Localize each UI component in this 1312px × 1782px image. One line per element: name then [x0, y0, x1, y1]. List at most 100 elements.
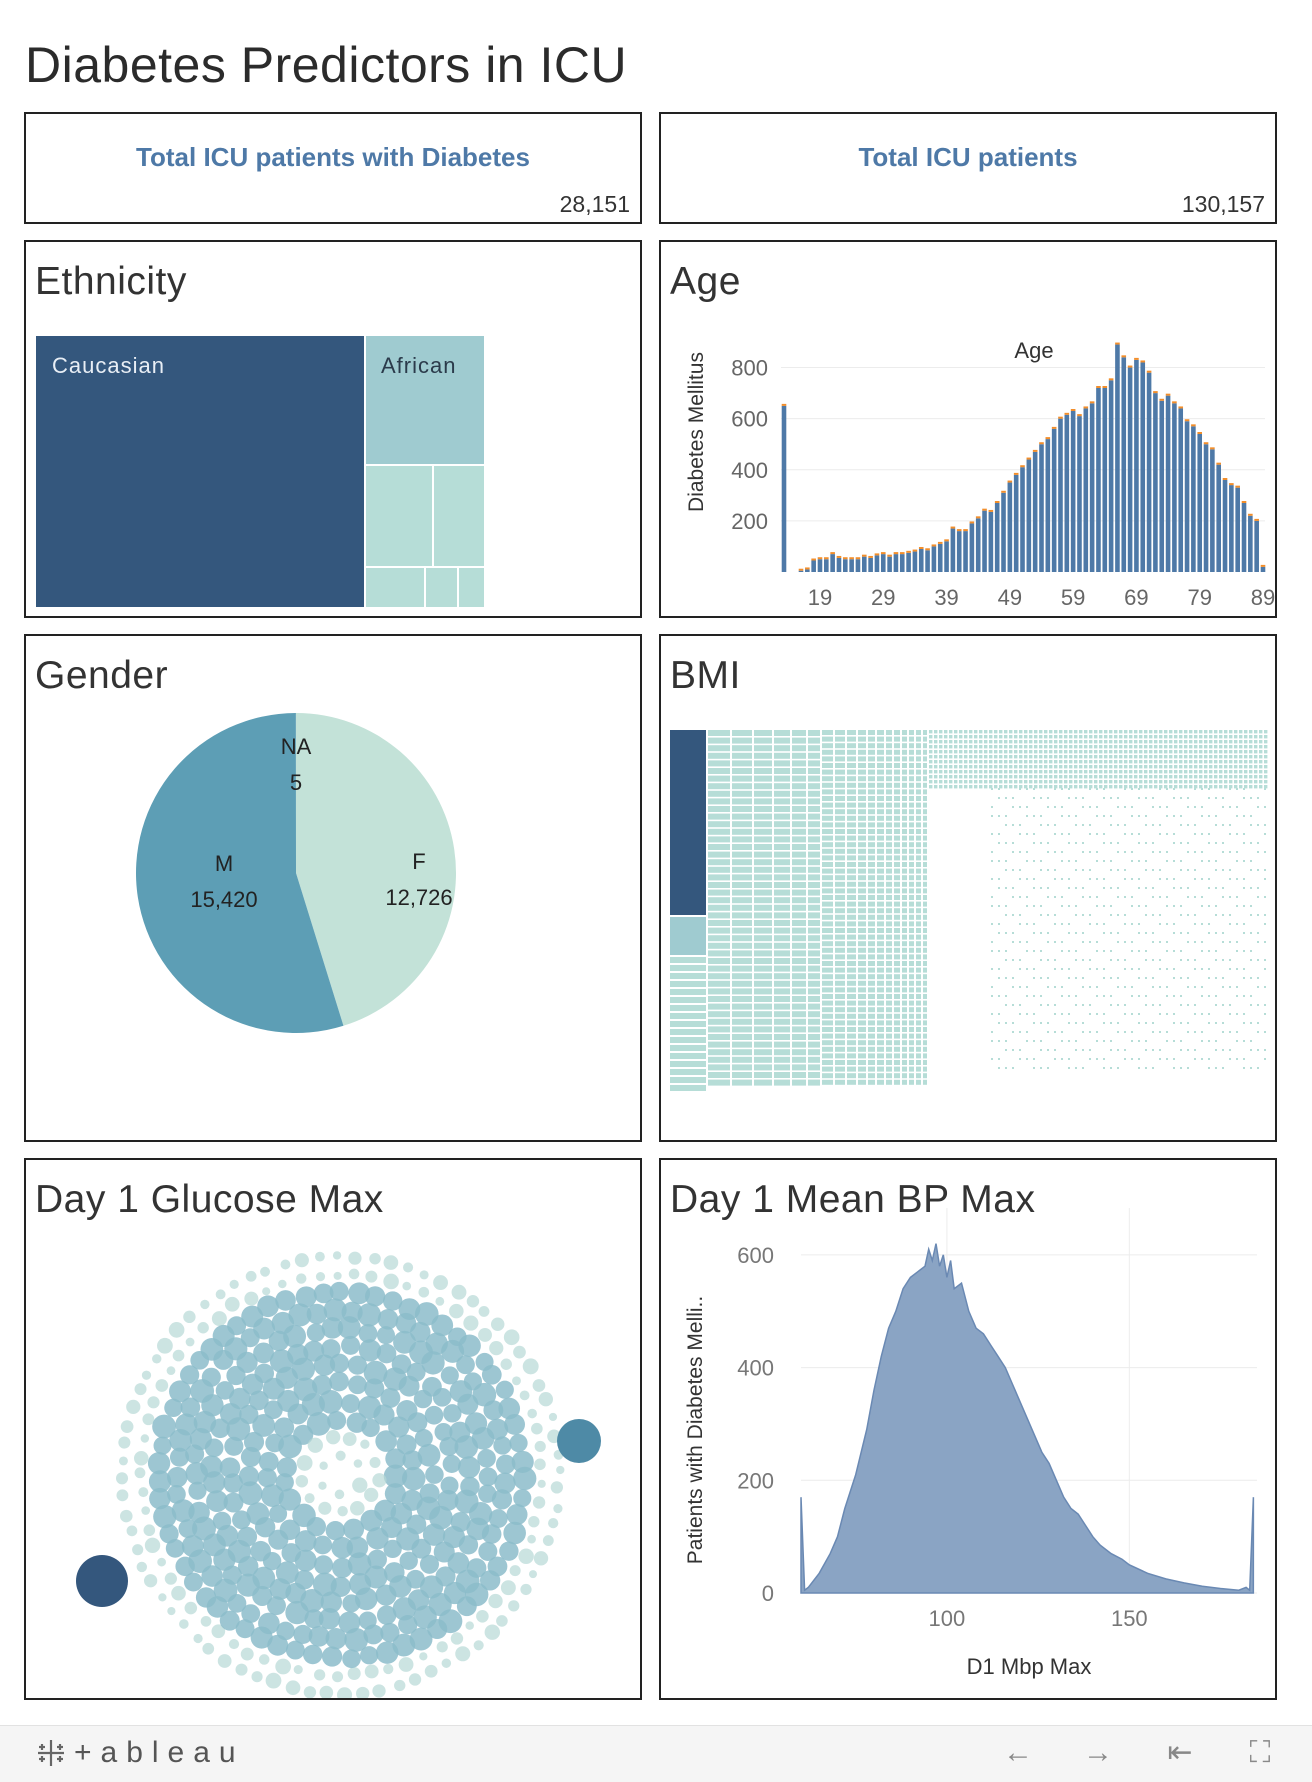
bmi-cell[interactable]: [1054, 755, 1058, 759]
bmi-cell[interactable]: [1194, 959, 1196, 961]
bmi-cell[interactable]: [994, 755, 998, 759]
bmi-cell[interactable]: [902, 967, 907, 973]
bmi-cell[interactable]: [1259, 765, 1263, 769]
glucose-bubble[interactable]: [493, 1436, 512, 1455]
bmi-cell[interactable]: [1082, 1031, 1084, 1033]
bmi-cell[interactable]: [1089, 1004, 1091, 1006]
bmi-cell[interactable]: [1012, 851, 1014, 853]
bmi-cell[interactable]: [909, 736, 914, 742]
bmi-cell[interactable]: [1047, 806, 1049, 808]
bmi-cell[interactable]: [835, 749, 845, 755]
bmi-cell[interactable]: [909, 1007, 914, 1013]
glucose-bubble[interactable]: [478, 1541, 498, 1561]
bmi-cell[interactable]: [877, 730, 884, 735]
bmi-cell[interactable]: [894, 855, 900, 861]
bmi-cell[interactable]: [886, 908, 892, 914]
bmi-cell[interactable]: [1173, 833, 1175, 835]
bmi-cell[interactable]: [1009, 735, 1013, 739]
bmi-cell[interactable]: [1059, 740, 1063, 744]
bmi-cell[interactable]: [670, 1021, 706, 1027]
bmi-cell[interactable]: [732, 737, 752, 744]
bmi-cell[interactable]: [1201, 1040, 1203, 1042]
bmi-cell[interactable]: [1201, 815, 1203, 817]
bmi-cell[interactable]: [1014, 750, 1018, 754]
bmi-cell[interactable]: [1026, 995, 1028, 997]
bmi-cell[interactable]: [886, 1053, 892, 1059]
bmi-cell[interactable]: [1049, 765, 1053, 769]
bmi-cell[interactable]: [1119, 740, 1123, 744]
bmi-cell[interactable]: [1117, 959, 1119, 961]
bmi-cell[interactable]: [708, 1003, 730, 1010]
bmi-cell[interactable]: [909, 961, 914, 966]
bmi-cell[interactable]: [1129, 735, 1133, 739]
bmi-cell[interactable]: [949, 775, 953, 779]
bmi-cell[interactable]: [754, 790, 772, 797]
bmi-cell[interactable]: [1047, 1031, 1049, 1033]
bmi-cell[interactable]: [894, 1053, 900, 1059]
bmi-cell[interactable]: [964, 745, 968, 749]
age-bar[interactable]: [1178, 408, 1184, 572]
age-bar[interactable]: [1077, 416, 1082, 572]
bmi-cell[interactable]: [1236, 860, 1238, 862]
bmi-cell[interactable]: [1145, 815, 1147, 817]
bmi-cell[interactable]: [923, 921, 927, 927]
glucose-bubble[interactable]: [500, 1580, 516, 1596]
bmi-cell[interactable]: [1089, 914, 1091, 916]
bmi-cell[interactable]: [886, 914, 892, 920]
bmi-cell[interactable]: [1199, 750, 1203, 754]
bmi-cell[interactable]: [909, 928, 914, 933]
bmi-cell[interactable]: [835, 855, 845, 861]
bmi-cell[interactable]: [1005, 1004, 1007, 1006]
bmi-cell[interactable]: [877, 1013, 884, 1019]
bmi-cell[interactable]: [1082, 842, 1084, 844]
bmi-cell[interactable]: [902, 980, 907, 986]
glucose-bubble[interactable]: [153, 1436, 172, 1455]
bmi-cell[interactable]: [1164, 780, 1168, 784]
bmi-cell[interactable]: [1229, 851, 1231, 853]
bmi-cell[interactable]: [868, 868, 875, 874]
bmi-cell[interactable]: [1204, 750, 1208, 754]
bmi-cell[interactable]: [886, 743, 892, 749]
bmi-cell[interactable]: [1104, 785, 1108, 789]
bmi-cell[interactable]: [1194, 1058, 1196, 1060]
bmi-cell[interactable]: [868, 842, 875, 848]
bmi-cell[interactable]: [1068, 1067, 1070, 1069]
bmi-cell[interactable]: [1124, 780, 1128, 784]
bmi-cell[interactable]: [1064, 780, 1068, 784]
bmi-cell[interactable]: [1229, 824, 1231, 826]
bmi-cell[interactable]: [1194, 788, 1196, 790]
bmi-cell[interactable]: [847, 908, 856, 914]
bmi-cell[interactable]: [822, 829, 833, 834]
bmi-cell[interactable]: [964, 770, 968, 774]
bmi-cell[interactable]: [886, 829, 892, 834]
bmi-cell[interactable]: [754, 1056, 772, 1063]
bmi-cell[interactable]: [808, 730, 820, 736]
bmi-cell[interactable]: [894, 908, 900, 914]
bmi-cell[interactable]: [923, 763, 927, 768]
bmi-cell[interactable]: [1215, 977, 1217, 979]
bmi-cell[interactable]: [1033, 1013, 1035, 1015]
bmi-cell[interactable]: [1054, 1049, 1056, 1051]
bmi-cell[interactable]: [835, 782, 845, 788]
glucose-bubble[interactable]: [293, 1424, 314, 1445]
bmi-cell[interactable]: [1129, 755, 1133, 759]
bmi-cell[interactable]: [1047, 824, 1049, 826]
bmi-cell[interactable]: [1054, 740, 1058, 744]
bmi-cell[interactable]: [868, 1000, 875, 1006]
bmi-cell[interactable]: [1222, 869, 1224, 871]
bmi-cell[interactable]: [1012, 797, 1014, 799]
bmi-cell[interactable]: [835, 1027, 845, 1032]
age-bar[interactable]: [874, 555, 880, 572]
bmi-cell[interactable]: [1110, 842, 1112, 844]
bmi-cell[interactable]: [1054, 765, 1058, 769]
bmi-cell[interactable]: [1047, 842, 1049, 844]
bmi-cell[interactable]: [909, 974, 914, 980]
bmi-cell[interactable]: [1159, 745, 1163, 749]
bmi-cell[interactable]: [708, 1056, 730, 1063]
glucose-bubble[interactable]: [267, 1596, 286, 1616]
bmi-cell[interactable]: [708, 904, 730, 911]
bmi-cell[interactable]: [1124, 735, 1128, 739]
bmi-cell[interactable]: [1019, 760, 1023, 764]
bmi-cell[interactable]: [1039, 785, 1043, 789]
bmi-cell[interactable]: [1054, 914, 1056, 916]
